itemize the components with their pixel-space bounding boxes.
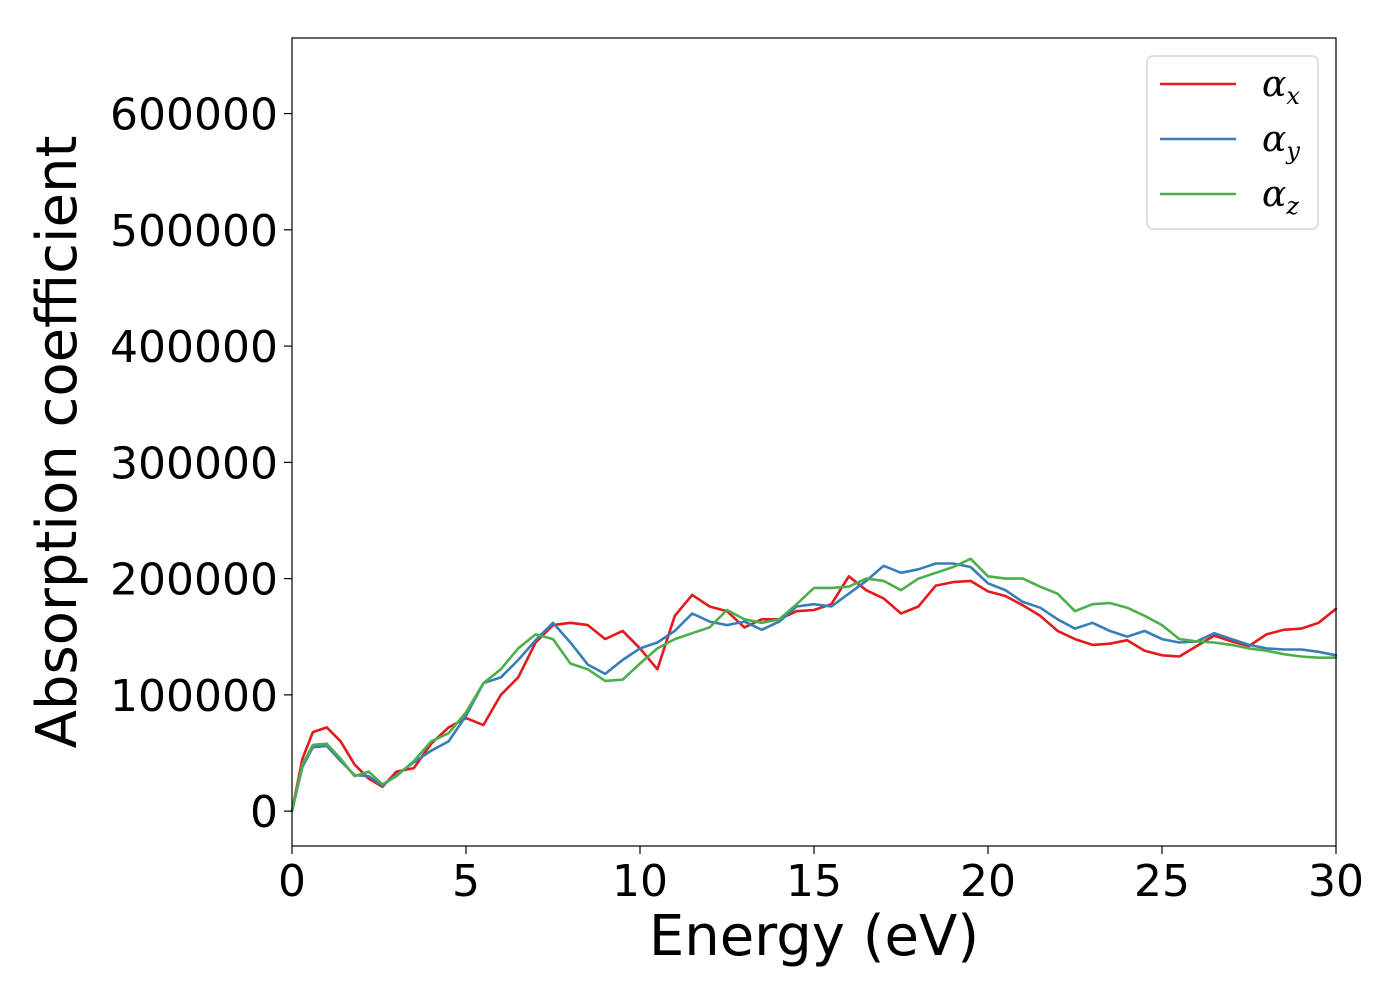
x-tick-label: 30	[1308, 856, 1364, 907]
x-tick-label: 0	[278, 856, 306, 907]
x-tick-label: 20	[960, 856, 1016, 907]
x-tick-label: 10	[612, 856, 668, 907]
series-line-z	[290, 557, 1338, 813]
series-line-y	[290, 562, 1338, 813]
y-axis-ticks: 0 100000 200000 300000 400000 500000 600000	[110, 90, 292, 838]
y-tick-label: 100000	[110, 671, 278, 722]
x-axis-ticks: 0 5 10 15 20 25 30	[278, 846, 1364, 907]
plot-frame	[291, 37, 1337, 847]
legend-frame	[1146, 55, 1319, 230]
x-tick-label: 25	[1134, 856, 1190, 907]
x-axis-label: Energy (eV)	[649, 904, 979, 969]
legend-subscript-x: x	[1286, 82, 1300, 110]
y-tick-label: 500000	[110, 206, 278, 257]
x-tick-label: 5	[452, 856, 480, 907]
x-tick-label: 15	[786, 856, 842, 907]
legend-subscript-y: y	[1285, 137, 1300, 165]
y-tick-label: 0	[250, 787, 278, 838]
y-tick-label: 600000	[110, 90, 278, 141]
legend-subscript-z: z	[1285, 192, 1299, 220]
series-layer	[290, 557, 1338, 813]
y-tick-label: 400000	[110, 322, 278, 373]
y-tick-label: 200000	[110, 555, 278, 606]
y-tick-label: 300000	[110, 438, 278, 489]
y-axis-label: Absorption coefficient	[25, 136, 90, 749]
